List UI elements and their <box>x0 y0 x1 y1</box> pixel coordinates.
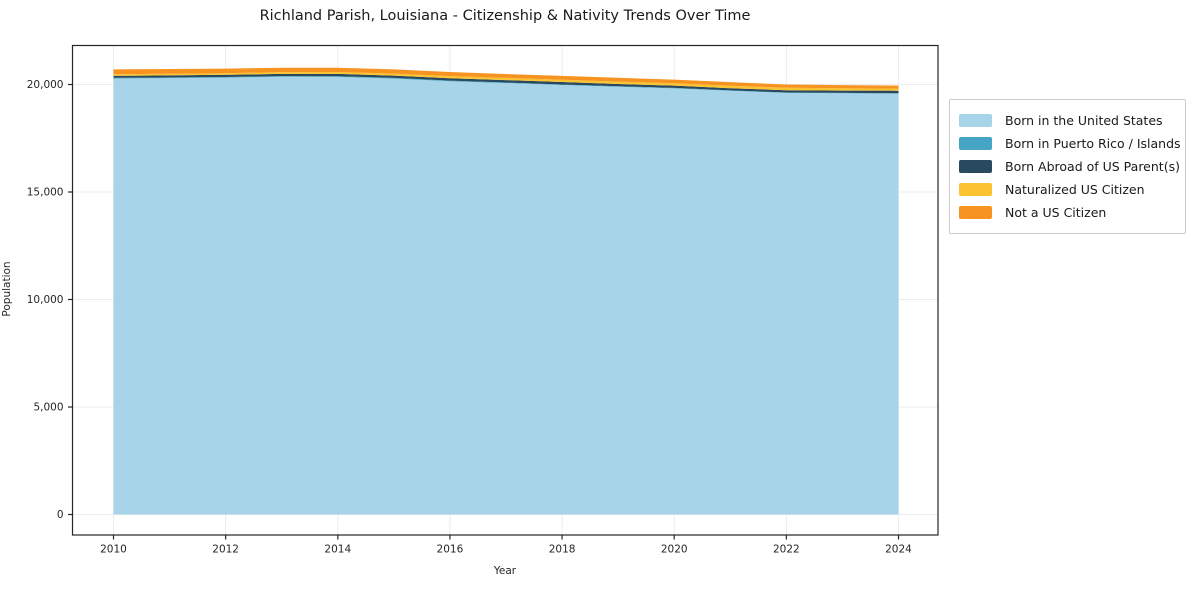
legend-label: Not a US Citizen <box>1005 205 1107 220</box>
legend-label: Naturalized US Citizen <box>1005 182 1145 197</box>
x-tick-label: 2020 <box>661 544 688 556</box>
legend-label: Born in Puerto Rico / Islands <box>1005 136 1181 151</box>
x-tick-label: 2012 <box>212 544 239 556</box>
plot-border <box>71 44 939 536</box>
y-axis-label: Population <box>1 261 13 317</box>
legend-item-1: Born in Puerto Rico / Islands <box>959 132 1181 155</box>
y-tick-label: 5,000 <box>33 402 63 414</box>
x-axis-label: Year <box>493 565 517 577</box>
y-tick-label: 20,000 <box>27 79 64 91</box>
y-tick-label: 15,000 <box>27 187 64 199</box>
area-series-3 <box>113 72 899 91</box>
y-tick-label: 0 <box>57 509 64 521</box>
area-series-2 <box>113 73 899 94</box>
y-tick-label: 10,000 <box>27 294 64 306</box>
x-tick-label: 2010 <box>100 544 127 556</box>
legend: Born in the United States Born in Puerto … <box>949 99 1186 234</box>
area-series-1 <box>113 76 899 94</box>
legend-item-4: Not a US Citizen <box>959 201 1175 224</box>
x-tick-label: 2024 <box>885 544 912 556</box>
x-tick-label: 2022 <box>773 544 800 556</box>
legend-item-0: Born in the United States <box>959 109 1175 132</box>
legend-item-3: Naturalized US Citizen <box>959 178 1175 201</box>
legend-item-2: Born Abroad of US Parent(s) <box>959 155 1180 178</box>
legend-swatch <box>959 206 992 219</box>
legend-swatch <box>959 114 992 127</box>
x-tick-label: 2018 <box>549 544 576 556</box>
area-series-4 <box>113 67 899 89</box>
legend-label: Born Abroad of US Parent(s) <box>1005 159 1180 174</box>
x-tick-label: 2014 <box>324 544 351 556</box>
area-series-0 <box>113 76 899 515</box>
legend-swatch <box>959 160 992 173</box>
legend-swatch <box>959 137 992 150</box>
legend-label: Born in the United States <box>1005 113 1163 128</box>
chart-title: Richland Parish, Louisiana - Citizenship… <box>259 8 751 24</box>
x-tick-label: 2016 <box>437 544 464 556</box>
legend-swatch <box>959 183 992 196</box>
